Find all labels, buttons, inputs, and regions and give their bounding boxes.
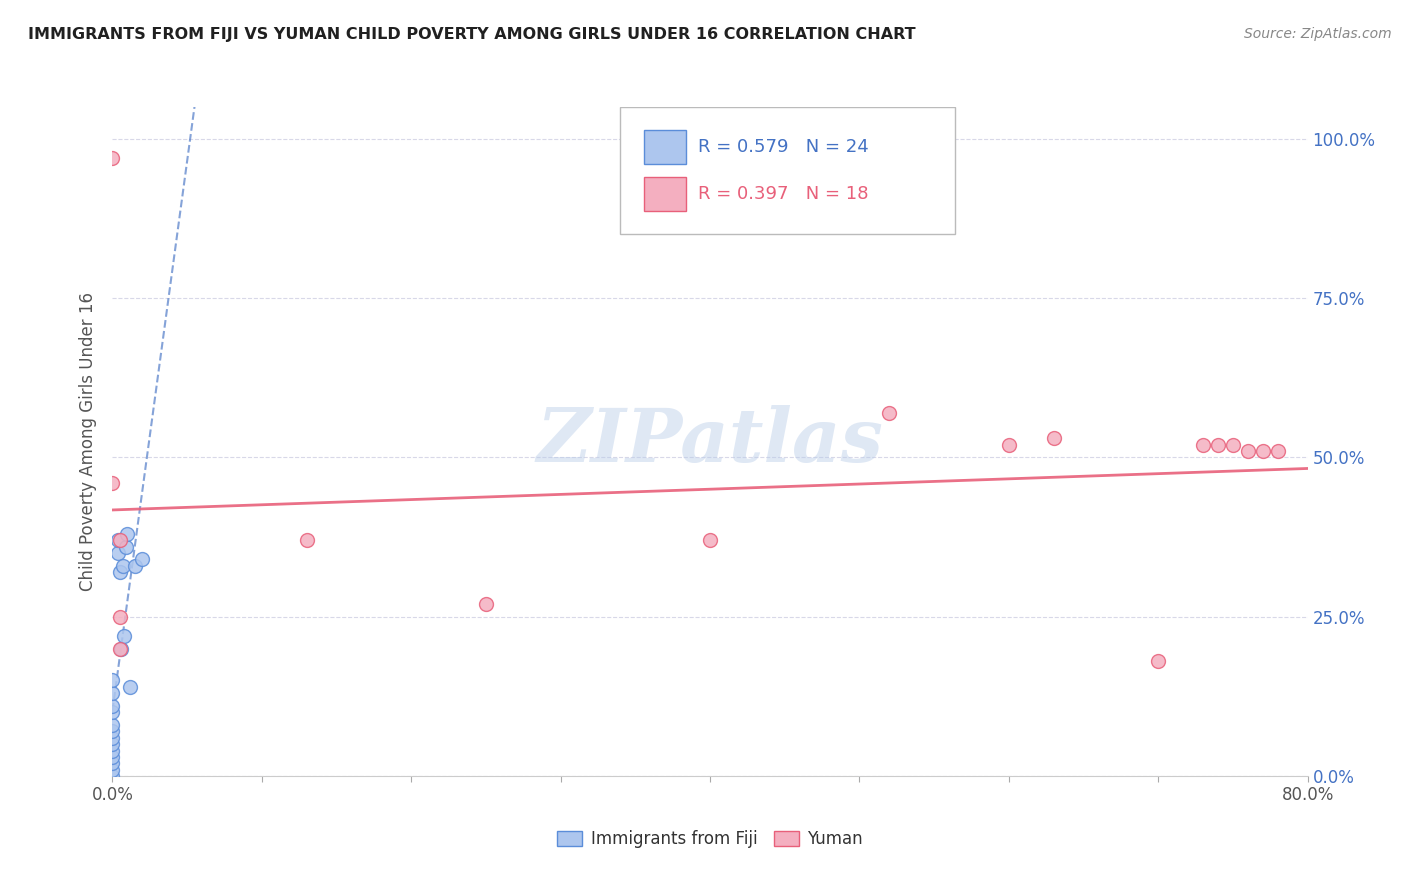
Point [879, 406, 901, 420]
Point [101, 698, 124, 713]
Point [108, 565, 131, 579]
Legend: Immigrants from Fiji, Yuman: Immigrants from Fiji, Yuman [551, 823, 869, 855]
Point [699, 533, 721, 548]
Point [107, 546, 129, 560]
Point [108, 609, 131, 624]
Text: R = 0.579   N = 24: R = 0.579 N = 24 [699, 138, 869, 156]
Point [101, 763, 124, 777]
Point [1147, 654, 1170, 668]
Point [1222, 438, 1244, 452]
Point [131, 552, 153, 566]
Point [295, 533, 318, 548]
Point [114, 629, 135, 643]
Point [101, 686, 124, 700]
Point [120, 680, 142, 694]
Bar [644, 130, 686, 164]
Text: R = 0.397   N = 18: R = 0.397 N = 18 [699, 185, 869, 203]
Point [101, 737, 124, 751]
Point [998, 438, 1021, 452]
Point [101, 706, 124, 720]
Point [101, 731, 124, 745]
Point [124, 558, 146, 573]
Point [101, 718, 124, 732]
Text: ZIPatlas: ZIPatlas [537, 405, 883, 478]
Text: Source: ZipAtlas.com: Source: ZipAtlas.com [1244, 27, 1392, 41]
Point [101, 756, 124, 771]
Y-axis label: Child Poverty Among Girls Under 16: Child Poverty Among Girls Under 16 [79, 292, 97, 591]
Point [101, 750, 124, 764]
Point [1042, 431, 1064, 445]
Point [108, 533, 131, 548]
Point [108, 641, 131, 656]
FancyBboxPatch shape [620, 107, 955, 234]
Point [107, 533, 129, 548]
Bar [644, 178, 686, 211]
Point [101, 475, 124, 490]
Point [101, 673, 124, 688]
Point [110, 641, 132, 656]
Point [1251, 444, 1274, 458]
Point [1192, 438, 1215, 452]
Point [115, 540, 138, 554]
Point [101, 151, 124, 165]
Point [1206, 438, 1229, 452]
Point [101, 769, 124, 783]
Point [475, 597, 498, 611]
Point [1237, 444, 1260, 458]
Point [117, 527, 139, 541]
Point [101, 724, 124, 739]
Point [111, 558, 134, 573]
Point [101, 743, 124, 757]
Text: IMMIGRANTS FROM FIJI VS YUMAN CHILD POVERTY AMONG GIRLS UNDER 16 CORRELATION CHA: IMMIGRANTS FROM FIJI VS YUMAN CHILD POVE… [28, 27, 915, 42]
Point [1267, 444, 1289, 458]
